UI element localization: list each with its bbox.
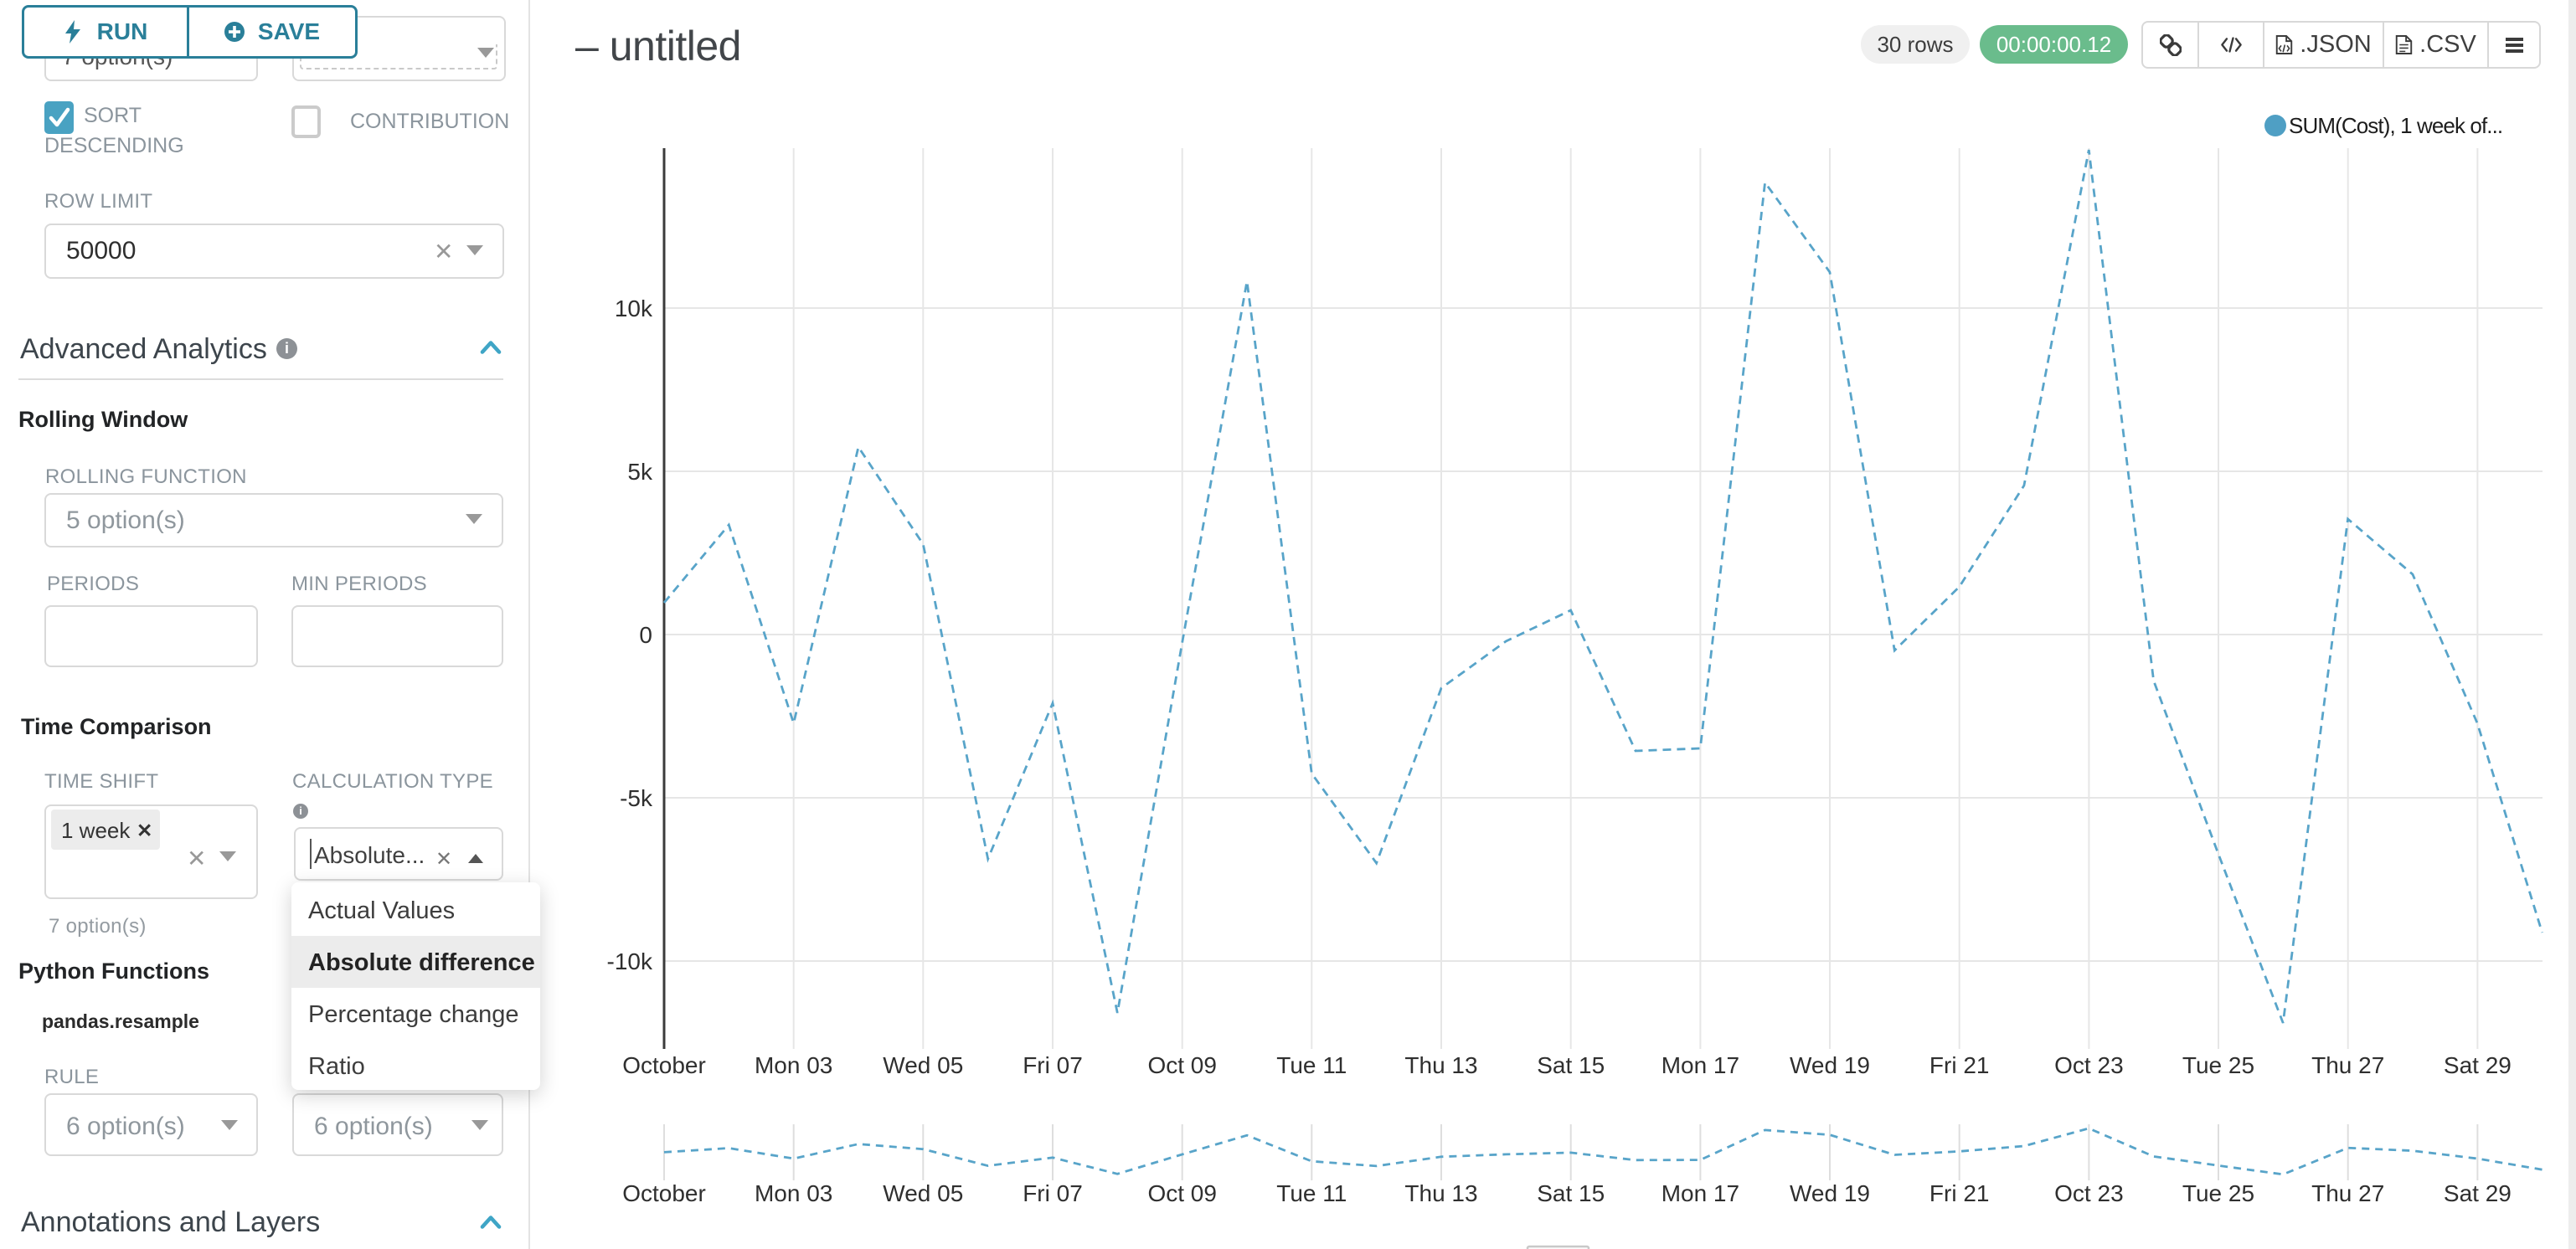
svg-text:October: October (622, 1180, 706, 1206)
svg-text:Oct 09: Oct 09 (1147, 1180, 1216, 1206)
svg-text:10k: 10k (615, 296, 653, 321)
svg-text:Mon 17: Mon 17 (1662, 1052, 1739, 1078)
svg-text:Wed 19: Wed 19 (1790, 1180, 1870, 1206)
svg-text:Thu 13: Thu 13 (1404, 1052, 1477, 1078)
svg-text:Mon 03: Mon 03 (755, 1180, 832, 1206)
svg-text:Wed 19: Wed 19 (1790, 1052, 1870, 1078)
svg-text:Tue 25: Tue 25 (2182, 1052, 2254, 1078)
svg-text:Thu 27: Thu 27 (2311, 1180, 2384, 1206)
svg-text:Thu 27: Thu 27 (2311, 1052, 2384, 1078)
svg-text:-10k: -10k (607, 948, 653, 974)
svg-text:-5k: -5k (620, 785, 653, 811)
svg-text:Thu 13: Thu 13 (1404, 1180, 1477, 1206)
svg-text:Oct 23: Oct 23 (2054, 1052, 2123, 1078)
svg-text:Fri 07: Fri 07 (1023, 1180, 1083, 1206)
svg-text:5k: 5k (627, 459, 653, 485)
svg-text:Oct 23: Oct 23 (2054, 1180, 2123, 1206)
svg-text:Fri 21: Fri 21 (1929, 1180, 1990, 1206)
svg-text:Wed 05: Wed 05 (883, 1180, 963, 1206)
svg-text:Oct 09: Oct 09 (1147, 1052, 1216, 1078)
svg-text:Sat 29: Sat 29 (2444, 1180, 2512, 1206)
svg-text:Sat 29: Sat 29 (2444, 1052, 2512, 1078)
svg-text:0: 0 (639, 622, 652, 648)
svg-text:October: October (622, 1052, 706, 1078)
svg-text:Sat 15: Sat 15 (1537, 1052, 1605, 1078)
svg-text:Fri 21: Fri 21 (1929, 1052, 1990, 1078)
svg-text:SUM(Cost), 1 week of...: SUM(Cost), 1 week of... (2289, 113, 2502, 138)
svg-text:Tue 25: Tue 25 (2182, 1180, 2254, 1206)
svg-text:Fri 07: Fri 07 (1023, 1052, 1083, 1078)
svg-text:Sat 15: Sat 15 (1537, 1180, 1605, 1206)
svg-text:Tue 11: Tue 11 (1276, 1180, 1347, 1206)
svg-text:Mon 17: Mon 17 (1662, 1180, 1739, 1206)
svg-text:Mon 03: Mon 03 (755, 1052, 832, 1078)
svg-text:Wed 05: Wed 05 (883, 1052, 963, 1078)
svg-text:Tue 11: Tue 11 (1276, 1052, 1347, 1078)
